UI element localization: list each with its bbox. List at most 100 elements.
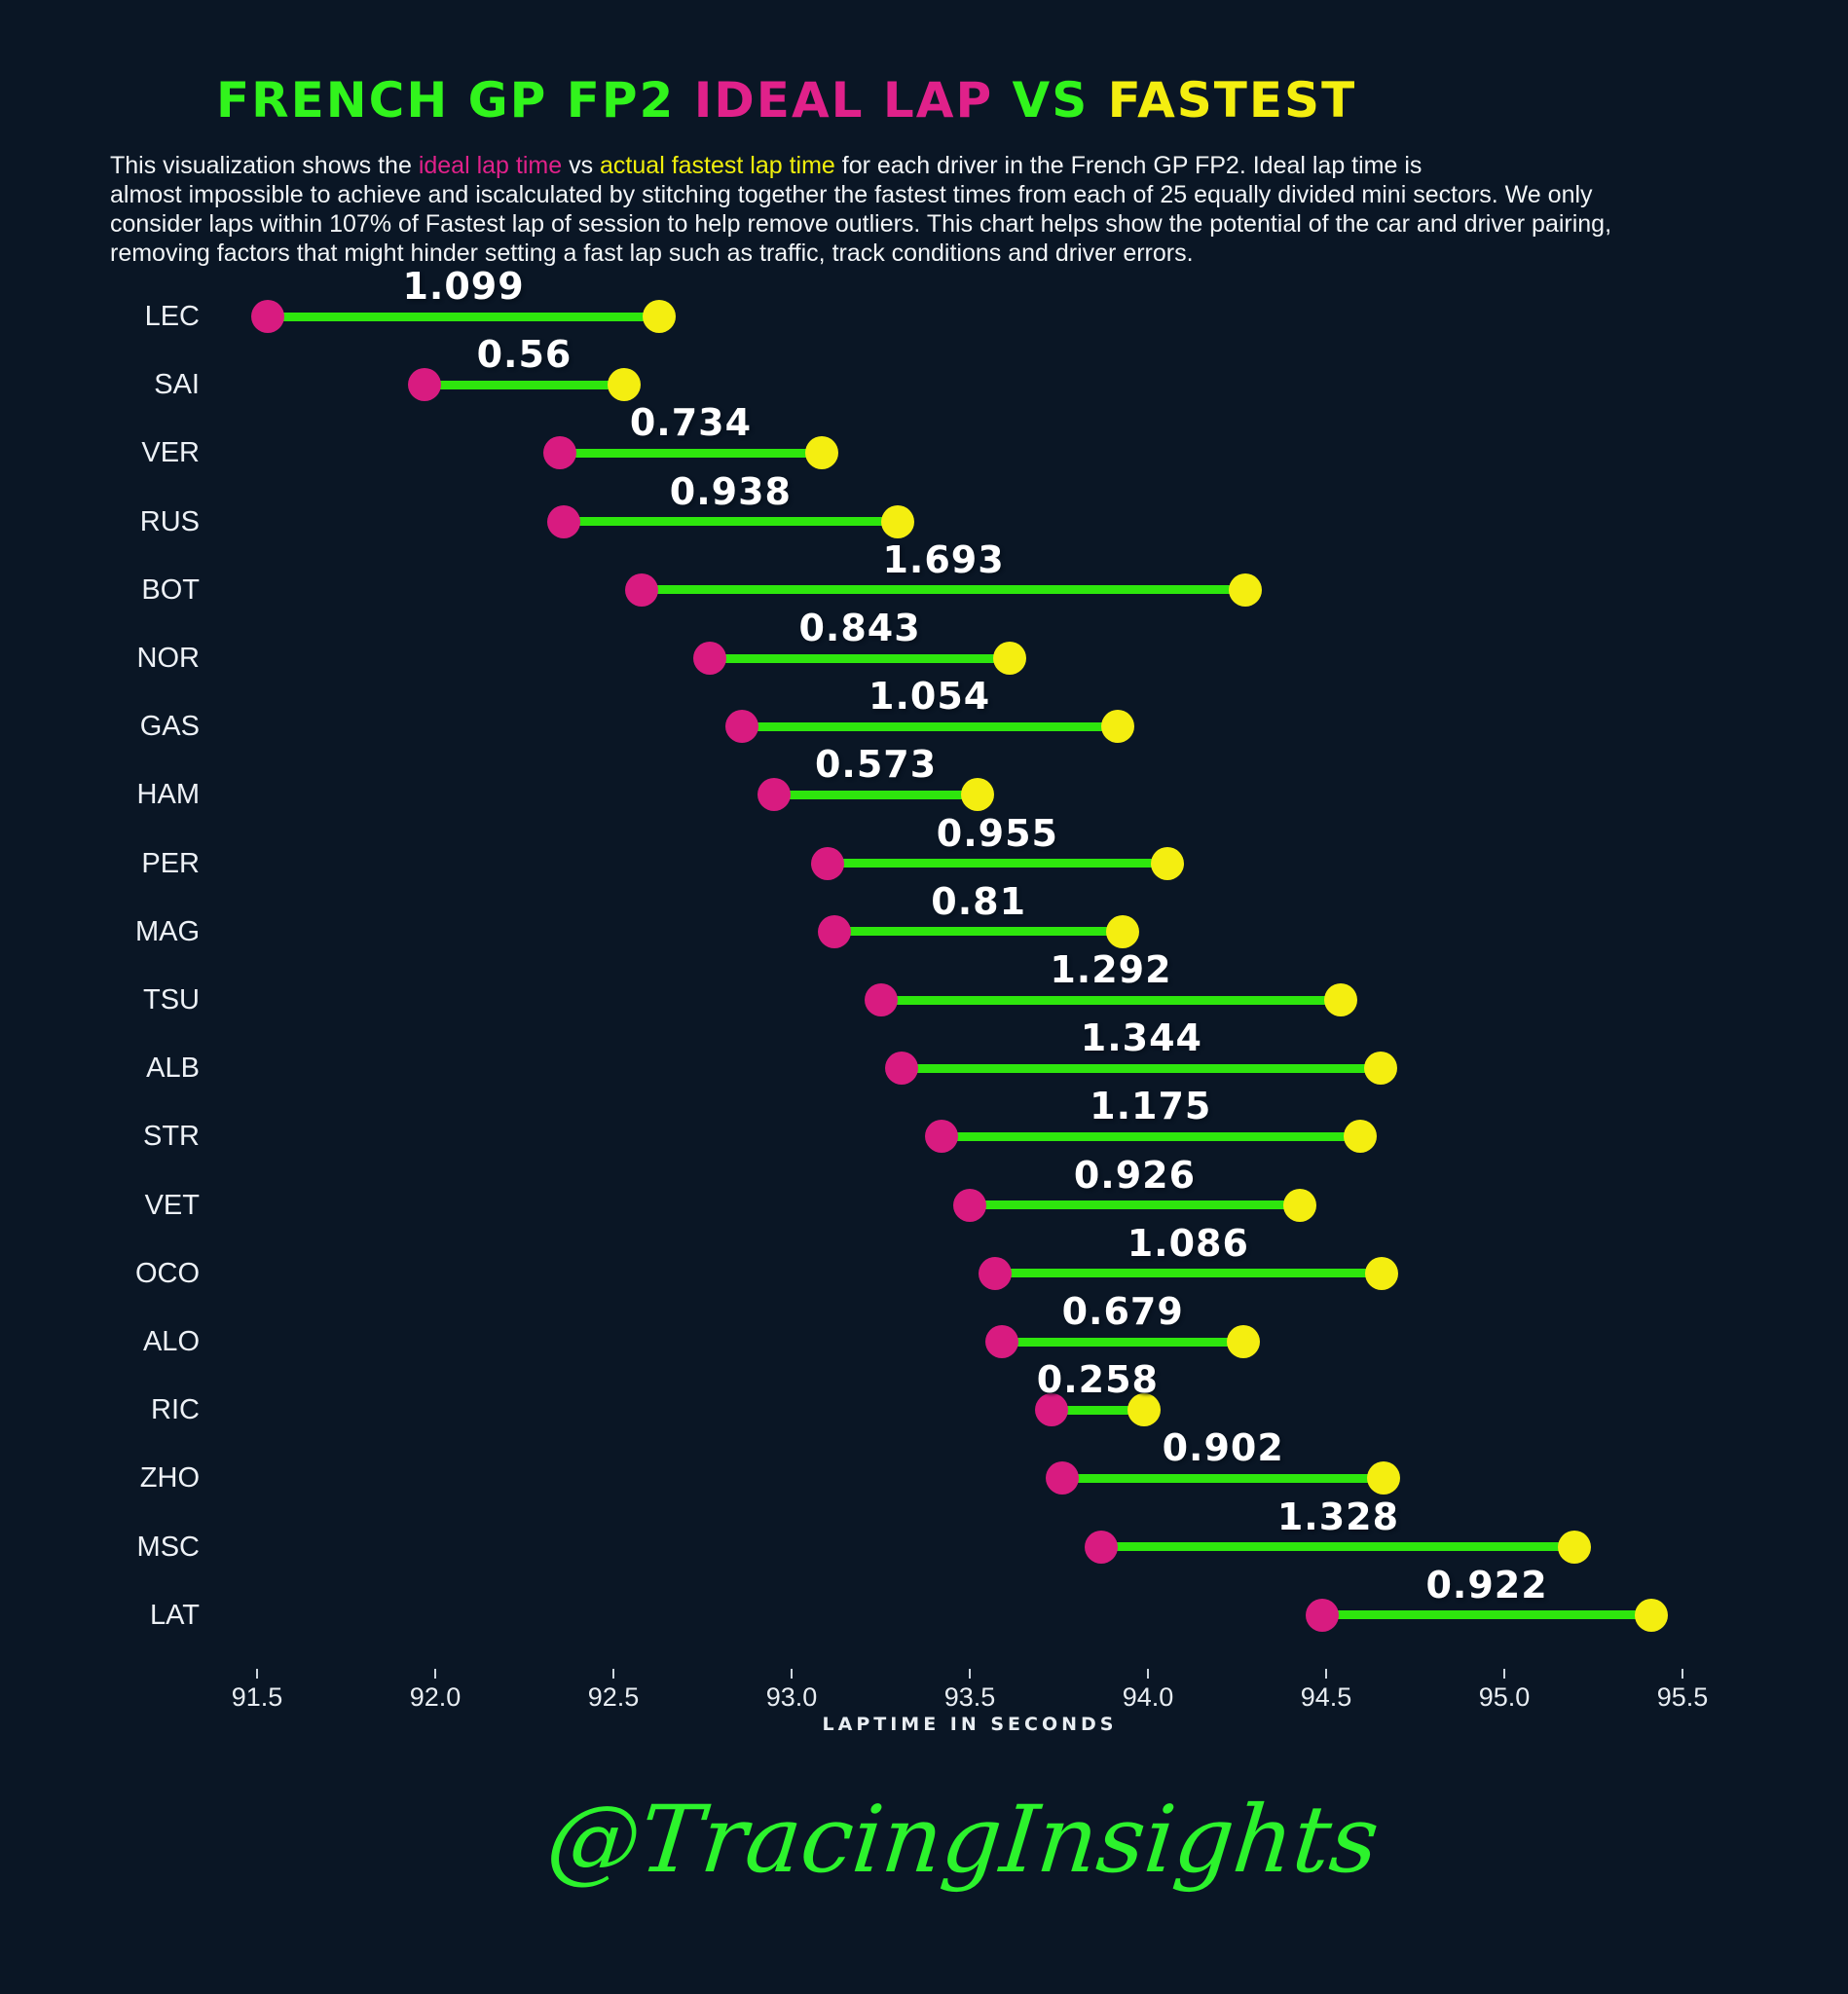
delta-line: [941, 1131, 1360, 1141]
ideal-lap-dot: [1085, 1530, 1119, 1564]
fastest-lap-dot: [881, 504, 915, 538]
fastest-lap-dot: [1558, 1530, 1592, 1564]
driver-label: ALO: [142, 1326, 200, 1357]
x-tick-label: 92.0: [409, 1682, 462, 1712]
delta-label: 0.938: [669, 469, 792, 513]
driver-label: MAG: [134, 915, 200, 947]
description-line: consider laps within 107% of Fastest lap…: [110, 209, 1746, 239]
delta-label: 0.573: [814, 743, 938, 787]
ideal-lap-dot: [543, 436, 577, 470]
delta-label: 1.054: [869, 675, 991, 719]
x-tick-label: 94.0: [1122, 1682, 1174, 1712]
fastest-lap-dot: [1100, 710, 1134, 744]
driver-label: MSC: [136, 1531, 200, 1563]
delta-line: [425, 380, 624, 389]
fastest-lap-dot: [607, 368, 641, 402]
signature: @TracingInsights: [541, 1787, 1385, 1894]
ideal-lap-dot: [1046, 1461, 1080, 1496]
fastest-lap-dot: [1282, 1188, 1316, 1222]
delta-label: 0.902: [1162, 1426, 1284, 1470]
driver-label: SAI: [154, 369, 200, 401]
driver-label: TSU: [143, 984, 200, 1015]
driver-label: HAM: [136, 779, 200, 811]
fastest-lap-dot: [961, 778, 995, 812]
delta-label: 0.734: [629, 401, 753, 445]
driver-label: BOT: [141, 573, 200, 606]
driver-label: PER: [141, 847, 200, 879]
delta-line: [709, 653, 1011, 663]
ideal-lap-dot: [1306, 1598, 1340, 1632]
delta-line: [642, 585, 1245, 595]
delta-line: [267, 312, 660, 321]
fastest-lap-dot: [1343, 1120, 1377, 1154]
description-text: vs: [562, 152, 601, 179]
driver-label: ALB: [146, 1052, 200, 1085]
delta-label: 1.086: [1127, 1221, 1249, 1265]
driver-label: NOR: [136, 643, 200, 674]
delta-label: 0.922: [1425, 1563, 1548, 1606]
x-tick-mark: [1682, 1669, 1683, 1679]
description-line: almost impossible to achieve and iscalcu…: [110, 180, 1746, 209]
delta-line: [827, 859, 1168, 868]
driver-label: VER: [141, 437, 200, 469]
description: This visualization shows the ideal lap t…: [110, 151, 1746, 268]
delta-line: [560, 448, 822, 458]
fastest-lap-dot: [1228, 572, 1262, 607]
delta-label: 0.56: [476, 333, 573, 377]
x-tick-label: 91.5: [231, 1682, 283, 1712]
ideal-lap-dot: [953, 1188, 986, 1222]
delta-line: [970, 1200, 1300, 1210]
delta-label: 1.344: [1080, 1016, 1202, 1060]
delta-label: 1.292: [1050, 948, 1172, 991]
driver-label: VET: [144, 1189, 200, 1221]
x-tick-label: 95.5: [1656, 1682, 1709, 1712]
delta-label: 0.258: [1036, 1358, 1159, 1402]
delta-line: [741, 721, 1118, 731]
delta-label: 0.81: [931, 879, 1027, 923]
x-tick-label: 94.5: [1300, 1682, 1352, 1712]
description-highlight-yellow: actual fastest lap time: [600, 152, 835, 179]
fastest-lap-dot: [1365, 1256, 1399, 1290]
title-segment-ideal-lap: IDEAL LAP: [693, 72, 994, 129]
description-text: almost impossible to achieve and iscalcu…: [110, 181, 1593, 208]
x-tick-mark: [256, 1669, 258, 1679]
delta-line: [1001, 1337, 1244, 1347]
delta-line: [563, 517, 899, 527]
delta-label: 0.955: [936, 811, 1058, 855]
fastest-lap-dot: [1127, 1393, 1161, 1427]
description-line: removing factors that might hinder setti…: [110, 239, 1746, 268]
delta-line: [1062, 1473, 1385, 1483]
delta-label: 0.679: [1061, 1290, 1184, 1333]
delta-label: 0.926: [1073, 1153, 1197, 1197]
delta-label: 1.328: [1276, 1495, 1400, 1538]
x-tick-label: 92.5: [587, 1682, 640, 1712]
driver-label: GAS: [139, 711, 200, 743]
delta-label: 1.099: [402, 265, 525, 308]
description-highlight-pink: ideal lap time: [418, 152, 563, 179]
ideal-lap-dot: [250, 300, 284, 333]
fastest-lap-dot: [1364, 1052, 1398, 1086]
description-line: This visualization shows the ideal lap t…: [110, 151, 1746, 180]
fastest-lap-dot: [643, 300, 677, 333]
x-tick-mark: [1503, 1669, 1505, 1679]
ideal-lap-dot: [885, 1052, 919, 1086]
fastest-lap-dot: [993, 642, 1027, 675]
driver-label: OCO: [134, 1257, 200, 1289]
description-text: removing factors that might hinder setti…: [110, 240, 1194, 267]
title-segment-fastest: FASTEST: [1107, 72, 1357, 129]
driver-label: RIC: [151, 1394, 200, 1426]
x-tick-mark: [791, 1669, 793, 1679]
ideal-lap-dot: [1035, 1393, 1069, 1427]
delta-line: [994, 1269, 1383, 1278]
ideal-lap-dot: [817, 914, 851, 948]
delta-line: [773, 790, 979, 799]
delta-line: [833, 927, 1124, 937]
ideal-lap-dot: [924, 1120, 958, 1154]
driver-label: STR: [143, 1121, 200, 1153]
ideal-lap-dot: [984, 1325, 1018, 1358]
ideal-lap-dot: [757, 778, 791, 812]
driver-label: ZHO: [139, 1462, 200, 1495]
x-tick-mark: [1147, 1669, 1149, 1679]
x-tick-label: 93.0: [765, 1682, 818, 1712]
